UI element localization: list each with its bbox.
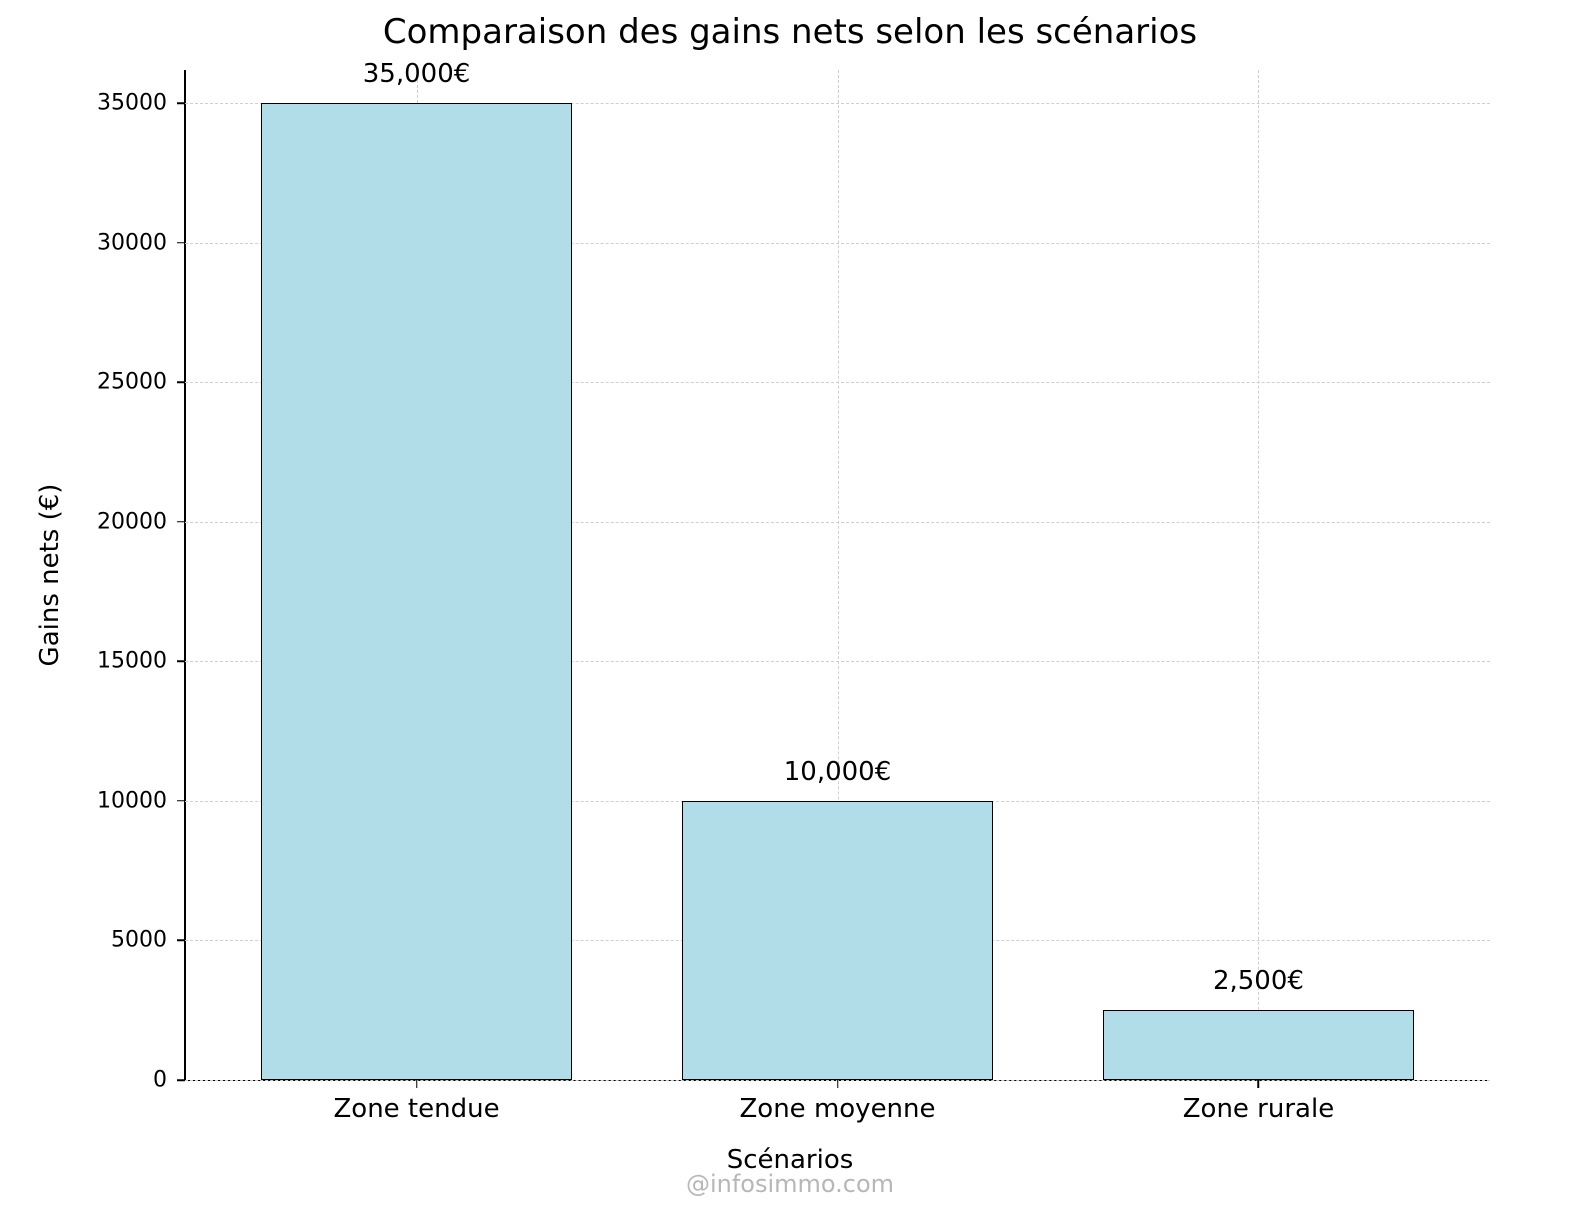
y-tick-label: 10000 [97, 788, 167, 813]
y-tick-mark [177, 1079, 185, 1081]
y-tick-mark [177, 103, 185, 105]
y-tick-label: 20000 [97, 509, 167, 534]
bar [682, 801, 994, 1080]
y-tick-mark [177, 940, 185, 942]
y-tick-mark [177, 382, 185, 384]
y-axis-line [184, 70, 186, 1080]
y-axis-label: Gains nets (€) [35, 484, 65, 667]
y-tick-label: 25000 [97, 370, 167, 395]
chart-container: Comparaison des gains nets selon les scé… [0, 0, 1580, 1205]
gridline-vertical [1258, 70, 1259, 1080]
x-tick-mark [416, 1080, 418, 1088]
x-tick-label: Zone moyenne [739, 1094, 935, 1124]
y-tick-mark [177, 242, 185, 244]
x-tick-mark [837, 1080, 839, 1088]
y-tick-label: 0 [153, 1068, 167, 1093]
y-tick-mark [177, 521, 185, 523]
chart-title: Comparaison des gains nets selon les scé… [0, 12, 1580, 52]
watermark-text: @infosimmo.com [0, 1170, 1580, 1198]
x-tick-label: Zone rurale [1183, 1094, 1334, 1124]
y-tick-mark [177, 661, 185, 663]
x-tick-mark [1258, 1080, 1260, 1088]
y-tick-label: 5000 [111, 928, 167, 953]
bar [1103, 1010, 1415, 1080]
bar [261, 103, 573, 1080]
bar-value-label: 35,000€ [363, 59, 471, 89]
bar-value-label: 2,500€ [1213, 966, 1304, 996]
y-tick-label: 15000 [97, 649, 167, 674]
plot-area: 05000100001500020000250003000035000Zone … [185, 70, 1490, 1080]
bar-value-label: 10,000€ [784, 757, 892, 787]
y-tick-label: 35000 [97, 91, 167, 116]
y-tick-label: 30000 [97, 230, 167, 255]
x-tick-label: Zone tendue [333, 1094, 499, 1124]
y-tick-mark [177, 800, 185, 802]
